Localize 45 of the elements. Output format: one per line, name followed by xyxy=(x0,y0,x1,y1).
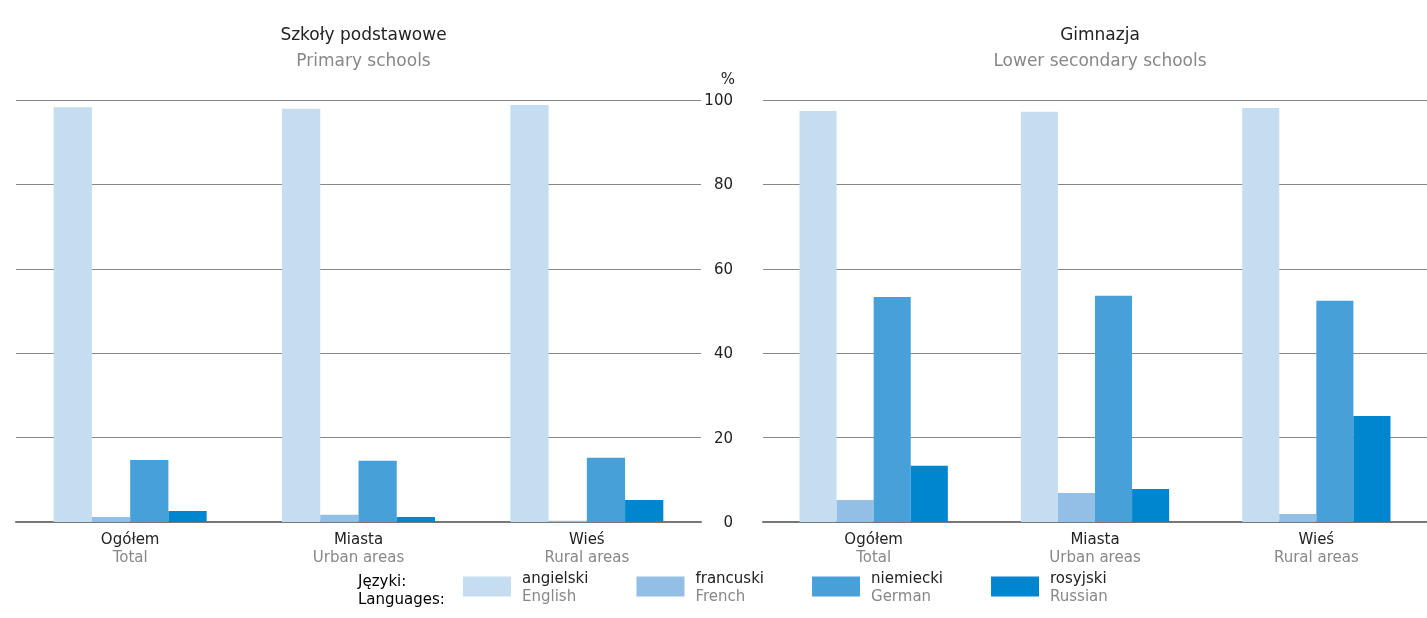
bar xyxy=(799,110,837,522)
legend-label: angielski English xyxy=(522,568,589,605)
x-tick-label: Miasta Urban areas xyxy=(1049,530,1141,566)
legend-label: niemiecki German xyxy=(871,568,944,605)
y-tick-label: 40 xyxy=(713,344,733,363)
bar xyxy=(1279,513,1317,522)
bar xyxy=(1132,489,1170,522)
legend-label: francuski French xyxy=(695,568,765,605)
x-tick-label: Miasta Urban areas xyxy=(312,530,405,566)
bar xyxy=(873,297,911,522)
y-axis-title: % xyxy=(720,69,735,88)
bar xyxy=(91,516,131,522)
bar xyxy=(130,459,169,522)
bar xyxy=(1353,416,1391,522)
chart-title: Gimnazja xyxy=(1060,24,1140,44)
x-tick-label: Wieś Rural areas xyxy=(1273,530,1359,566)
bar xyxy=(1057,492,1095,522)
bar xyxy=(396,516,435,522)
legend-title: Języki: Languages: xyxy=(357,571,445,608)
bar xyxy=(836,500,874,522)
bar xyxy=(910,465,948,522)
bar xyxy=(510,105,549,522)
y-tick-label: 100 xyxy=(704,91,733,109)
bar xyxy=(358,460,397,522)
bar xyxy=(53,107,92,522)
x-tick-label: Ogółem Total xyxy=(844,530,903,566)
y-tick-label: 0 xyxy=(723,513,733,531)
bar xyxy=(1242,108,1280,522)
bar xyxy=(586,457,626,522)
bar xyxy=(1095,295,1133,522)
x-tick-label: Ogółem Total xyxy=(100,530,160,566)
bar xyxy=(320,514,359,522)
chart-subtitle: Lower secondary schools xyxy=(993,50,1207,70)
legend-label: rosyjski Russian xyxy=(1050,568,1108,605)
x-tick-label: Wieś Rural areas xyxy=(544,530,630,566)
bar xyxy=(282,108,321,522)
bar xyxy=(168,511,207,522)
y-tick-label: 60 xyxy=(713,259,733,278)
chart-subtitle: Primary schools xyxy=(296,50,431,70)
y-tick-label: 20 xyxy=(713,428,733,447)
bar xyxy=(625,500,664,522)
bar xyxy=(1316,300,1354,522)
y-tick-label: 80 xyxy=(713,175,733,194)
bar xyxy=(1020,111,1058,522)
chart-title: Szkoły podstawowe xyxy=(280,24,447,44)
